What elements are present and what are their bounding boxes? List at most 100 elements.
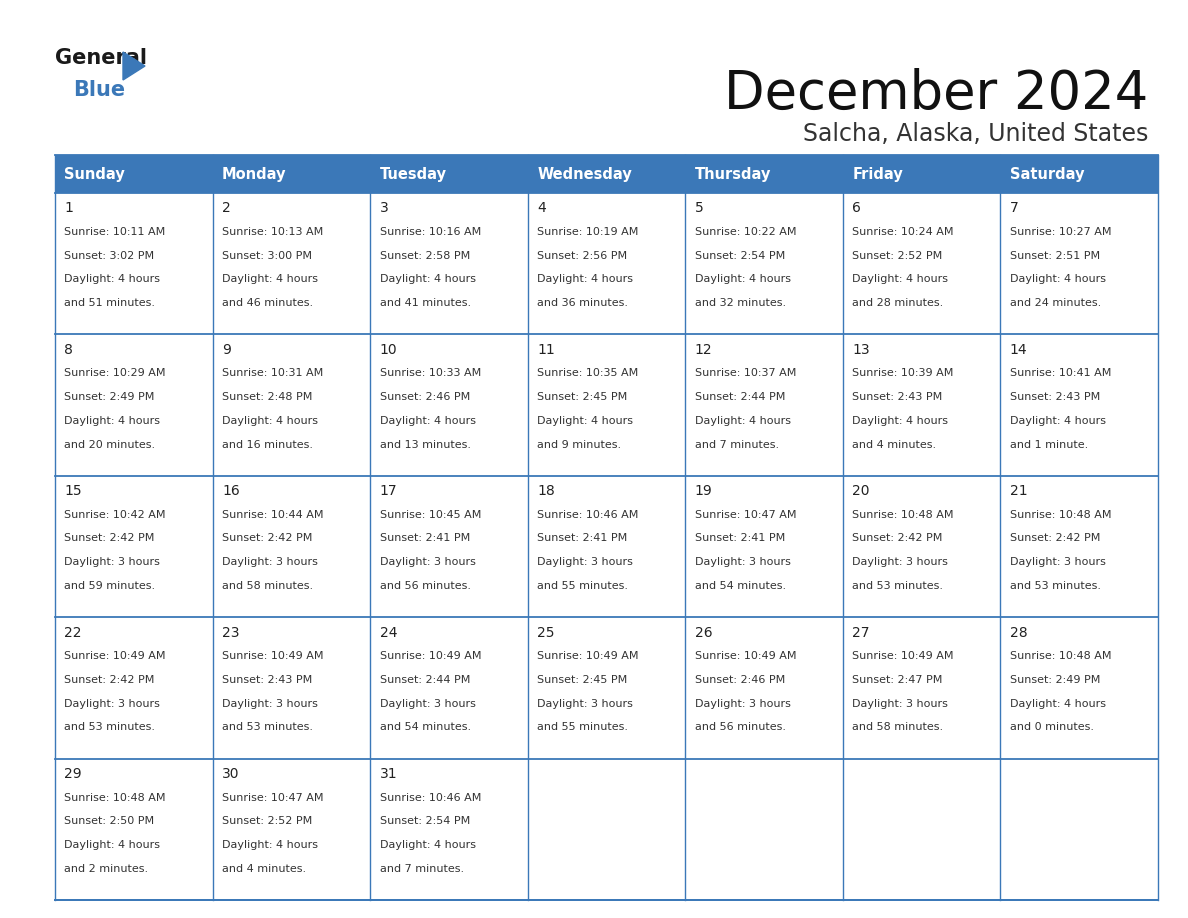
Text: Sunset: 2:42 PM: Sunset: 2:42 PM — [64, 675, 154, 685]
Text: and 56 minutes.: and 56 minutes. — [695, 722, 785, 733]
Text: 17: 17 — [380, 485, 397, 498]
Text: Sunset: 2:42 PM: Sunset: 2:42 PM — [64, 533, 154, 543]
Bar — [55, 334, 213, 476]
Text: and 41 minutes.: and 41 minutes. — [380, 298, 470, 308]
Text: Daylight: 3 hours: Daylight: 3 hours — [222, 557, 318, 567]
Bar — [1000, 193, 1158, 334]
Bar — [527, 617, 685, 758]
Text: 13: 13 — [852, 343, 870, 357]
Text: Salcha, Alaska, United States: Salcha, Alaska, United States — [803, 122, 1148, 146]
Text: Daylight: 3 hours: Daylight: 3 hours — [64, 699, 160, 709]
Text: Sunset: 2:43 PM: Sunset: 2:43 PM — [222, 675, 312, 685]
Bar — [55, 758, 213, 900]
Bar — [1000, 617, 1158, 758]
Bar — [842, 334, 1000, 476]
Text: Sunset: 2:52 PM: Sunset: 2:52 PM — [852, 251, 942, 261]
Text: Sunrise: 10:11 AM: Sunrise: 10:11 AM — [64, 227, 165, 237]
Text: and 32 minutes.: and 32 minutes. — [695, 298, 786, 308]
Text: Sunset: 2:56 PM: Sunset: 2:56 PM — [537, 251, 627, 261]
Text: 23: 23 — [222, 626, 240, 640]
Bar — [213, 193, 371, 334]
Text: Daylight: 4 hours: Daylight: 4 hours — [1010, 274, 1106, 285]
Text: Sunset: 2:45 PM: Sunset: 2:45 PM — [537, 675, 627, 685]
Text: Sunrise: 10:49 AM: Sunrise: 10:49 AM — [64, 651, 166, 661]
Text: Tuesday: Tuesday — [380, 166, 447, 182]
Text: Sunrise: 10:46 AM: Sunrise: 10:46 AM — [537, 509, 638, 520]
Bar — [1000, 334, 1158, 476]
Text: and 56 minutes.: and 56 minutes. — [380, 581, 470, 591]
Text: Wednesday: Wednesday — [537, 166, 632, 182]
Text: Sunrise: 10:45 AM: Sunrise: 10:45 AM — [380, 509, 481, 520]
Text: Daylight: 4 hours: Daylight: 4 hours — [695, 274, 791, 285]
Text: Sunset: 2:41 PM: Sunset: 2:41 PM — [380, 533, 469, 543]
Text: and 53 minutes.: and 53 minutes. — [852, 581, 943, 591]
Polygon shape — [124, 52, 145, 80]
Text: Blue: Blue — [72, 80, 125, 100]
Text: Sunrise: 10:37 AM: Sunrise: 10:37 AM — [695, 368, 796, 378]
Text: and 9 minutes.: and 9 minutes. — [537, 440, 621, 450]
Text: 16: 16 — [222, 485, 240, 498]
Text: Sunrise: 10:48 AM: Sunrise: 10:48 AM — [64, 792, 166, 802]
Text: Daylight: 4 hours: Daylight: 4 hours — [852, 416, 948, 426]
Text: Daylight: 4 hours: Daylight: 4 hours — [380, 274, 475, 285]
Text: Sunrise: 10:47 AM: Sunrise: 10:47 AM — [222, 792, 323, 802]
Bar — [527, 155, 685, 193]
Text: Daylight: 3 hours: Daylight: 3 hours — [695, 699, 791, 709]
Text: Daylight: 4 hours: Daylight: 4 hours — [64, 274, 160, 285]
Bar — [842, 617, 1000, 758]
Text: and 1 minute.: and 1 minute. — [1010, 440, 1088, 450]
Text: Sunrise: 10:27 AM: Sunrise: 10:27 AM — [1010, 227, 1112, 237]
Text: and 4 minutes.: and 4 minutes. — [852, 440, 936, 450]
Text: Sunrise: 10:47 AM: Sunrise: 10:47 AM — [695, 509, 796, 520]
Text: Daylight: 3 hours: Daylight: 3 hours — [380, 557, 475, 567]
Text: Daylight: 3 hours: Daylight: 3 hours — [537, 699, 633, 709]
Text: Sunrise: 10:49 AM: Sunrise: 10:49 AM — [695, 651, 796, 661]
Text: Daylight: 4 hours: Daylight: 4 hours — [695, 416, 791, 426]
Text: Sunset: 3:00 PM: Sunset: 3:00 PM — [222, 251, 312, 261]
Text: and 7 minutes.: and 7 minutes. — [695, 440, 779, 450]
Text: Sunrise: 10:24 AM: Sunrise: 10:24 AM — [852, 227, 954, 237]
Text: Daylight: 4 hours: Daylight: 4 hours — [537, 416, 633, 426]
Bar — [371, 758, 527, 900]
Bar — [685, 193, 842, 334]
Bar — [55, 617, 213, 758]
Text: Sunrise: 10:46 AM: Sunrise: 10:46 AM — [380, 792, 481, 802]
Text: Daylight: 3 hours: Daylight: 3 hours — [695, 557, 791, 567]
Bar — [842, 155, 1000, 193]
Bar — [55, 476, 213, 617]
Text: Daylight: 3 hours: Daylight: 3 hours — [537, 557, 633, 567]
Text: and 46 minutes.: and 46 minutes. — [222, 298, 314, 308]
Text: and 16 minutes.: and 16 minutes. — [222, 440, 312, 450]
Text: Sunset: 2:52 PM: Sunset: 2:52 PM — [222, 816, 312, 826]
Text: 30: 30 — [222, 767, 240, 781]
Text: Daylight: 3 hours: Daylight: 3 hours — [1010, 557, 1106, 567]
Bar — [55, 193, 213, 334]
Text: 18: 18 — [537, 485, 555, 498]
Text: General: General — [55, 48, 147, 68]
Text: Sunset: 2:47 PM: Sunset: 2:47 PM — [852, 675, 943, 685]
Text: Sunrise: 10:48 AM: Sunrise: 10:48 AM — [1010, 651, 1112, 661]
Bar — [842, 476, 1000, 617]
Bar — [685, 334, 842, 476]
Text: 24: 24 — [380, 626, 397, 640]
Text: and 58 minutes.: and 58 minutes. — [222, 581, 314, 591]
Text: and 28 minutes.: and 28 minutes. — [852, 298, 943, 308]
Text: Sunset: 2:54 PM: Sunset: 2:54 PM — [380, 816, 469, 826]
Text: Sunrise: 10:48 AM: Sunrise: 10:48 AM — [852, 509, 954, 520]
Text: Sunset: 2:45 PM: Sunset: 2:45 PM — [537, 392, 627, 402]
Text: Sunday: Sunday — [64, 166, 125, 182]
Text: and 36 minutes.: and 36 minutes. — [537, 298, 628, 308]
Text: and 2 minutes.: and 2 minutes. — [64, 864, 148, 874]
Text: Sunset: 3:02 PM: Sunset: 3:02 PM — [64, 251, 154, 261]
Text: Sunrise: 10:49 AM: Sunrise: 10:49 AM — [852, 651, 954, 661]
Bar — [1000, 155, 1158, 193]
Text: Daylight: 4 hours: Daylight: 4 hours — [64, 840, 160, 850]
Bar — [213, 758, 371, 900]
Text: 22: 22 — [64, 626, 82, 640]
Text: Saturday: Saturday — [1010, 166, 1085, 182]
Bar — [371, 617, 527, 758]
Text: and 51 minutes.: and 51 minutes. — [64, 298, 156, 308]
Bar — [213, 476, 371, 617]
Text: 25: 25 — [537, 626, 555, 640]
Text: 1: 1 — [64, 201, 74, 216]
